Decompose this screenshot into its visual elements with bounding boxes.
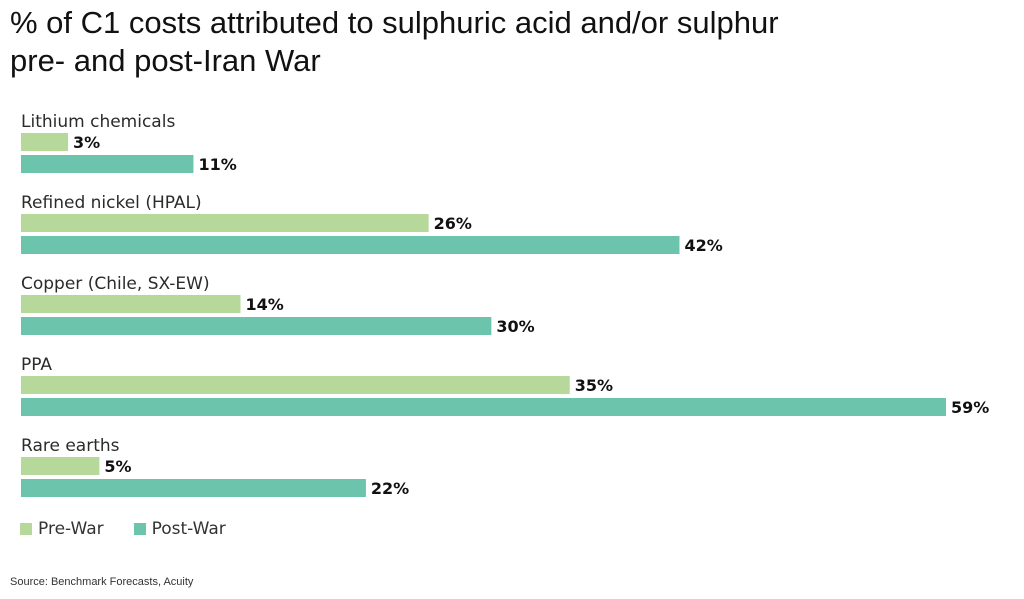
legend: Pre-War Post-War xyxy=(20,519,256,539)
value-label-lithium-chemicals-post-war: 11% xyxy=(198,155,236,174)
category-label-refined-nickel-hpal: Refined nickel (HPAL) xyxy=(21,193,202,213)
value-label-copper-chile-sx-ew-post-war: 30% xyxy=(496,317,534,336)
bar-ppa-pre-war xyxy=(21,376,570,394)
category-label-lithium-chemicals: Lithium chemicals xyxy=(21,112,175,132)
source-note: Source: Benchmark Forecasts, Acuity xyxy=(10,576,194,588)
bar-refined-nickel-hpal-post-war xyxy=(21,236,680,254)
category-label-copper-chile-sx-ew: Copper (Chile, SX-EW) xyxy=(21,274,210,294)
legend-swatch-post-war xyxy=(133,523,146,535)
legend-label-pre-war: Pre-War xyxy=(38,519,104,539)
bar-copper-chile-sx-ew-post-war xyxy=(21,317,492,335)
value-label-lithium-chemicals-pre-war: 3% xyxy=(73,133,100,152)
value-label-rare-earths-post-war: 22% xyxy=(371,479,409,498)
value-label-ppa-pre-war: 35% xyxy=(575,376,613,395)
bar-rare-earths-post-war xyxy=(21,479,366,497)
category-label-ppa: PPA xyxy=(21,355,52,375)
value-label-ppa-post-war: 59% xyxy=(951,398,989,417)
chart-title: % of C1 costs attributed to sulphuric ac… xyxy=(10,4,1010,80)
bar-copper-chile-sx-ew-pre-war xyxy=(21,295,241,313)
chart-title-line-1: % of C1 costs attributed to sulphuric ac… xyxy=(10,5,779,40)
value-label-copper-chile-sx-ew-pre-war: 14% xyxy=(245,295,283,314)
bar-ppa-post-war xyxy=(21,398,946,416)
chart-title-line-2: pre- and post-Iran War xyxy=(10,43,321,78)
category-label-rare-earths: Rare earths xyxy=(21,436,120,456)
legend-swatch-pre-war xyxy=(20,523,32,535)
value-label-rare-earths-pre-war: 5% xyxy=(104,457,131,476)
bar-lithium-chemicals-pre-war xyxy=(21,133,69,151)
bar-rare-earths-pre-war xyxy=(21,457,100,475)
legend-item-post-war: Post-War xyxy=(133,519,226,539)
bar-refined-nickel-hpal-pre-war xyxy=(21,214,429,232)
bar-lithium-chemicals-post-war xyxy=(21,155,194,173)
legend-label-post-war: Post-War xyxy=(151,519,226,539)
value-label-refined-nickel-hpal-pre-war: 26% xyxy=(434,214,472,233)
value-label-refined-nickel-hpal-post-war: 42% xyxy=(684,236,722,255)
legend-item-pre-war: Pre-War xyxy=(20,519,104,539)
